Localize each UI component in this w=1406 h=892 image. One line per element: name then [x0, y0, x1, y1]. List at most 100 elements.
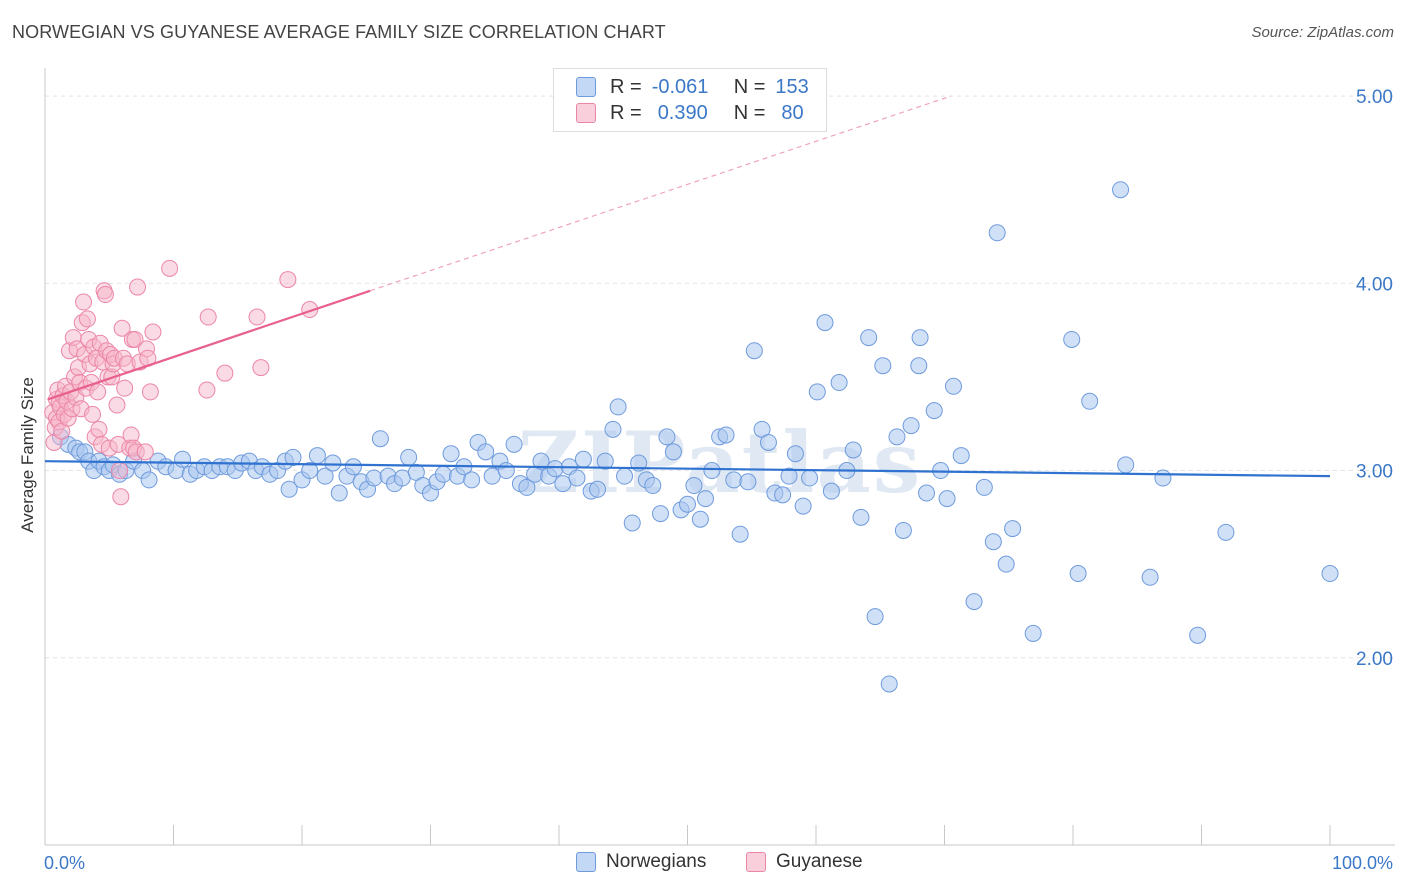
data-point-norwegians — [902, 417, 920, 435]
data-point-norwegians — [609, 398, 627, 416]
data-point-norwegians — [794, 497, 812, 515]
legend-n-value: 80 — [781, 101, 804, 124]
data-point-norwegians — [623, 514, 641, 532]
data-point-norwegians — [652, 505, 670, 523]
data-point-norwegians — [400, 448, 418, 466]
data-point-norwegians — [874, 357, 892, 375]
data-point-norwegians — [739, 473, 757, 491]
source-label: Source: ZipAtlas.com — [1251, 24, 1394, 41]
pink-swatch — [576, 103, 596, 123]
data-point-norwegians — [997, 555, 1015, 573]
data-point-guyanese — [129, 278, 147, 296]
data-point-guyanese — [141, 383, 159, 401]
data-point-norwegians — [568, 469, 586, 487]
data-point-norwegians — [1217, 523, 1235, 541]
data-point-norwegians — [894, 521, 912, 539]
legend-n-value: 153 — [775, 75, 809, 98]
data-point-norwegians — [952, 447, 970, 465]
data-point-guyanese — [89, 383, 107, 401]
data-point-norwegians — [505, 435, 523, 453]
trend-line-norwegians — [44, 460, 1331, 478]
data-point-norwegians — [1154, 469, 1172, 487]
data-point-norwegians — [1141, 568, 1159, 586]
data-point-norwegians — [658, 428, 676, 446]
data-point-norwegians — [925, 402, 943, 420]
data-point-norwegians — [497, 462, 515, 480]
y-tick-label: 2.00 — [1356, 649, 1393, 670]
data-point-norwegians — [1063, 330, 1081, 348]
data-point-guyanese — [248, 308, 266, 326]
data-point-guyanese — [75, 293, 93, 311]
data-point-norwegians — [483, 467, 501, 485]
data-point-guyanese — [84, 405, 102, 423]
data-point-norwegians — [679, 495, 696, 513]
data-point-guyanese — [136, 443, 154, 461]
data-point-norwegians — [975, 478, 993, 496]
data-point-norwegians — [574, 450, 592, 468]
data-point-norwegians — [717, 426, 735, 444]
data-point-norwegians — [910, 357, 928, 375]
data-point-norwegians — [691, 510, 709, 528]
data-point-norwegians — [1117, 456, 1135, 474]
data-point-norwegians — [703, 462, 721, 480]
data-point-guyanese — [252, 359, 270, 377]
data-point-norwegians — [546, 460, 564, 478]
data-point-norwegians — [911, 329, 929, 347]
data-point-guyanese — [113, 319, 131, 337]
data-point-guyanese — [78, 310, 96, 328]
data-point-guyanese — [116, 379, 134, 397]
data-point-norwegians — [477, 443, 495, 461]
data-point-norwegians — [866, 608, 884, 626]
chart-title: NORWEGIAN VS GUYANESE AVERAGE FAMILY SIZ… — [12, 22, 666, 42]
data-point-norwegians — [596, 452, 614, 470]
data-point-norwegians — [324, 454, 342, 472]
data-point-norwegians — [786, 445, 804, 463]
data-point-norwegians — [518, 478, 536, 496]
data-point-norwegians — [330, 484, 348, 502]
legend-row-norwegians: R = -0.061 N = 153 — [576, 74, 809, 100]
data-point-norwegians — [616, 467, 634, 485]
data-point-norwegians — [938, 490, 956, 508]
data-point-guyanese — [112, 488, 130, 506]
data-point-norwegians — [725, 471, 743, 489]
data-point-norwegians — [822, 482, 840, 500]
data-point-norwegians — [988, 224, 1006, 242]
legend-item-norwegians: Norwegians — [576, 851, 706, 873]
legend-r-label: R = — [610, 75, 642, 98]
data-point-norwegians — [696, 490, 714, 508]
data-point-guyanese — [198, 381, 216, 399]
data-point-norwegians — [918, 484, 936, 502]
data-point-norwegians — [759, 433, 777, 451]
data-point-norwegians — [434, 465, 452, 483]
legend-r-value: 0.390 — [657, 101, 708, 124]
y-tick-label: 4.00 — [1356, 274, 1393, 295]
data-point-norwegians — [344, 458, 362, 476]
data-point-norwegians — [944, 377, 962, 395]
data-point-norwegians — [308, 447, 326, 465]
data-point-norwegians — [301, 462, 319, 480]
data-point-norwegians — [685, 477, 703, 495]
x-tick-label: 0.0% — [44, 853, 85, 873]
legend-label-guyanese: Guyanese — [776, 851, 863, 872]
data-point-norwegians — [284, 448, 302, 466]
data-point-norwegians — [830, 374, 848, 392]
data-point-norwegians — [888, 428, 906, 446]
y-tick-label: 5.00 — [1356, 87, 1393, 108]
data-point-norwegians — [1081, 392, 1099, 410]
blue-swatch — [576, 77, 596, 97]
stats-legend: R = -0.061 N = 153 R = 0.390 N = 80 — [553, 68, 827, 132]
data-point-norwegians — [984, 533, 1002, 551]
data-point-norwegians — [774, 486, 792, 504]
legend-label-norwegians: Norwegians — [606, 851, 707, 872]
data-point-norwegians — [1189, 626, 1207, 644]
data-point-norwegians — [371, 430, 389, 448]
legend-n-label: N = — [733, 75, 766, 98]
data-point-guyanese — [161, 259, 179, 277]
data-point-guyanese — [90, 420, 108, 438]
data-point-norwegians — [589, 480, 607, 498]
data-point-norwegians — [532, 452, 550, 470]
legend-n-label: N = — [733, 101, 766, 124]
data-point-norwegians — [731, 525, 749, 543]
data-point-norwegians — [442, 445, 460, 463]
data-point-norwegians — [644, 477, 662, 495]
